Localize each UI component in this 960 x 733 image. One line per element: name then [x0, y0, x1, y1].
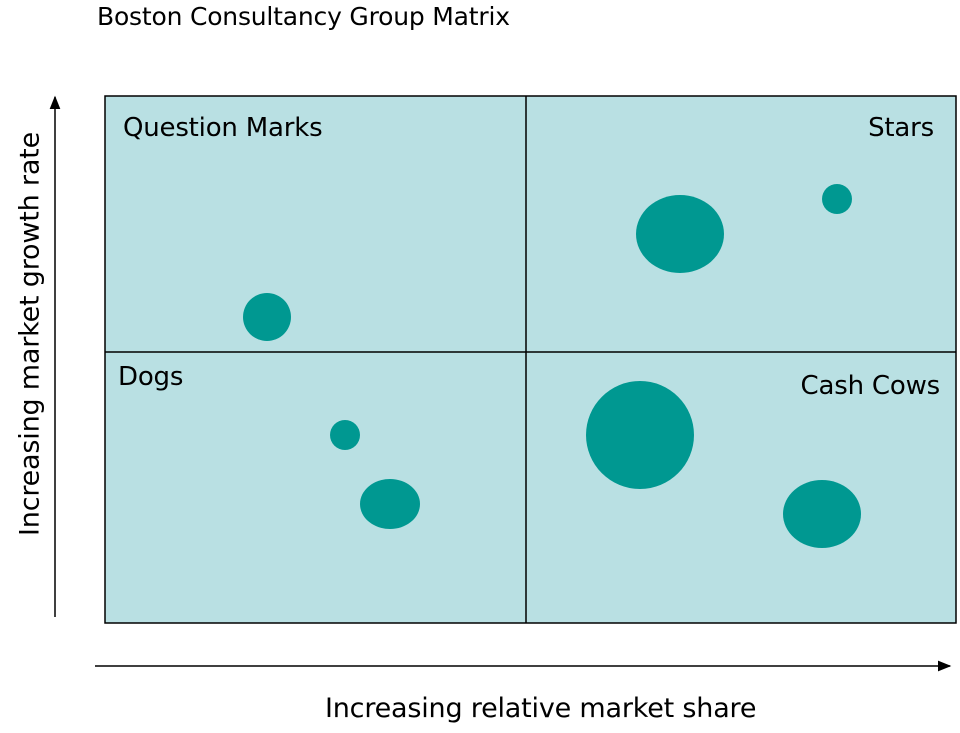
- label-stars: Stars: [868, 113, 934, 143]
- x-axis-label: Increasing relative market share: [325, 693, 757, 724]
- bubble-cash-cow-medium: [783, 480, 861, 548]
- y-axis-label: Increasing market growth rate: [14, 132, 46, 536]
- diagram-title: Boston Consultancy Group Matrix: [97, 2, 510, 31]
- bubble-star-large: [636, 195, 724, 273]
- quadrant-stars: [526, 96, 956, 352]
- label-dogs: Dogs: [118, 362, 184, 392]
- matrix-border: [104, 95, 957, 624]
- quadrant-dogs: [105, 352, 526, 623]
- label-cash-cows: Cash Cows: [800, 371, 941, 401]
- label-question-marks: Question Marks: [123, 113, 323, 143]
- bubble-star-small: [822, 184, 852, 214]
- bubble-dog-small: [330, 420, 360, 450]
- bubble-question-mark-1: [243, 293, 291, 341]
- bubble-dog-medium: [360, 479, 420, 529]
- bubble-cash-cow-large: [586, 381, 694, 489]
- quadrant-cash-cows: [526, 352, 956, 623]
- quadrant-question-marks: [105, 96, 526, 352]
